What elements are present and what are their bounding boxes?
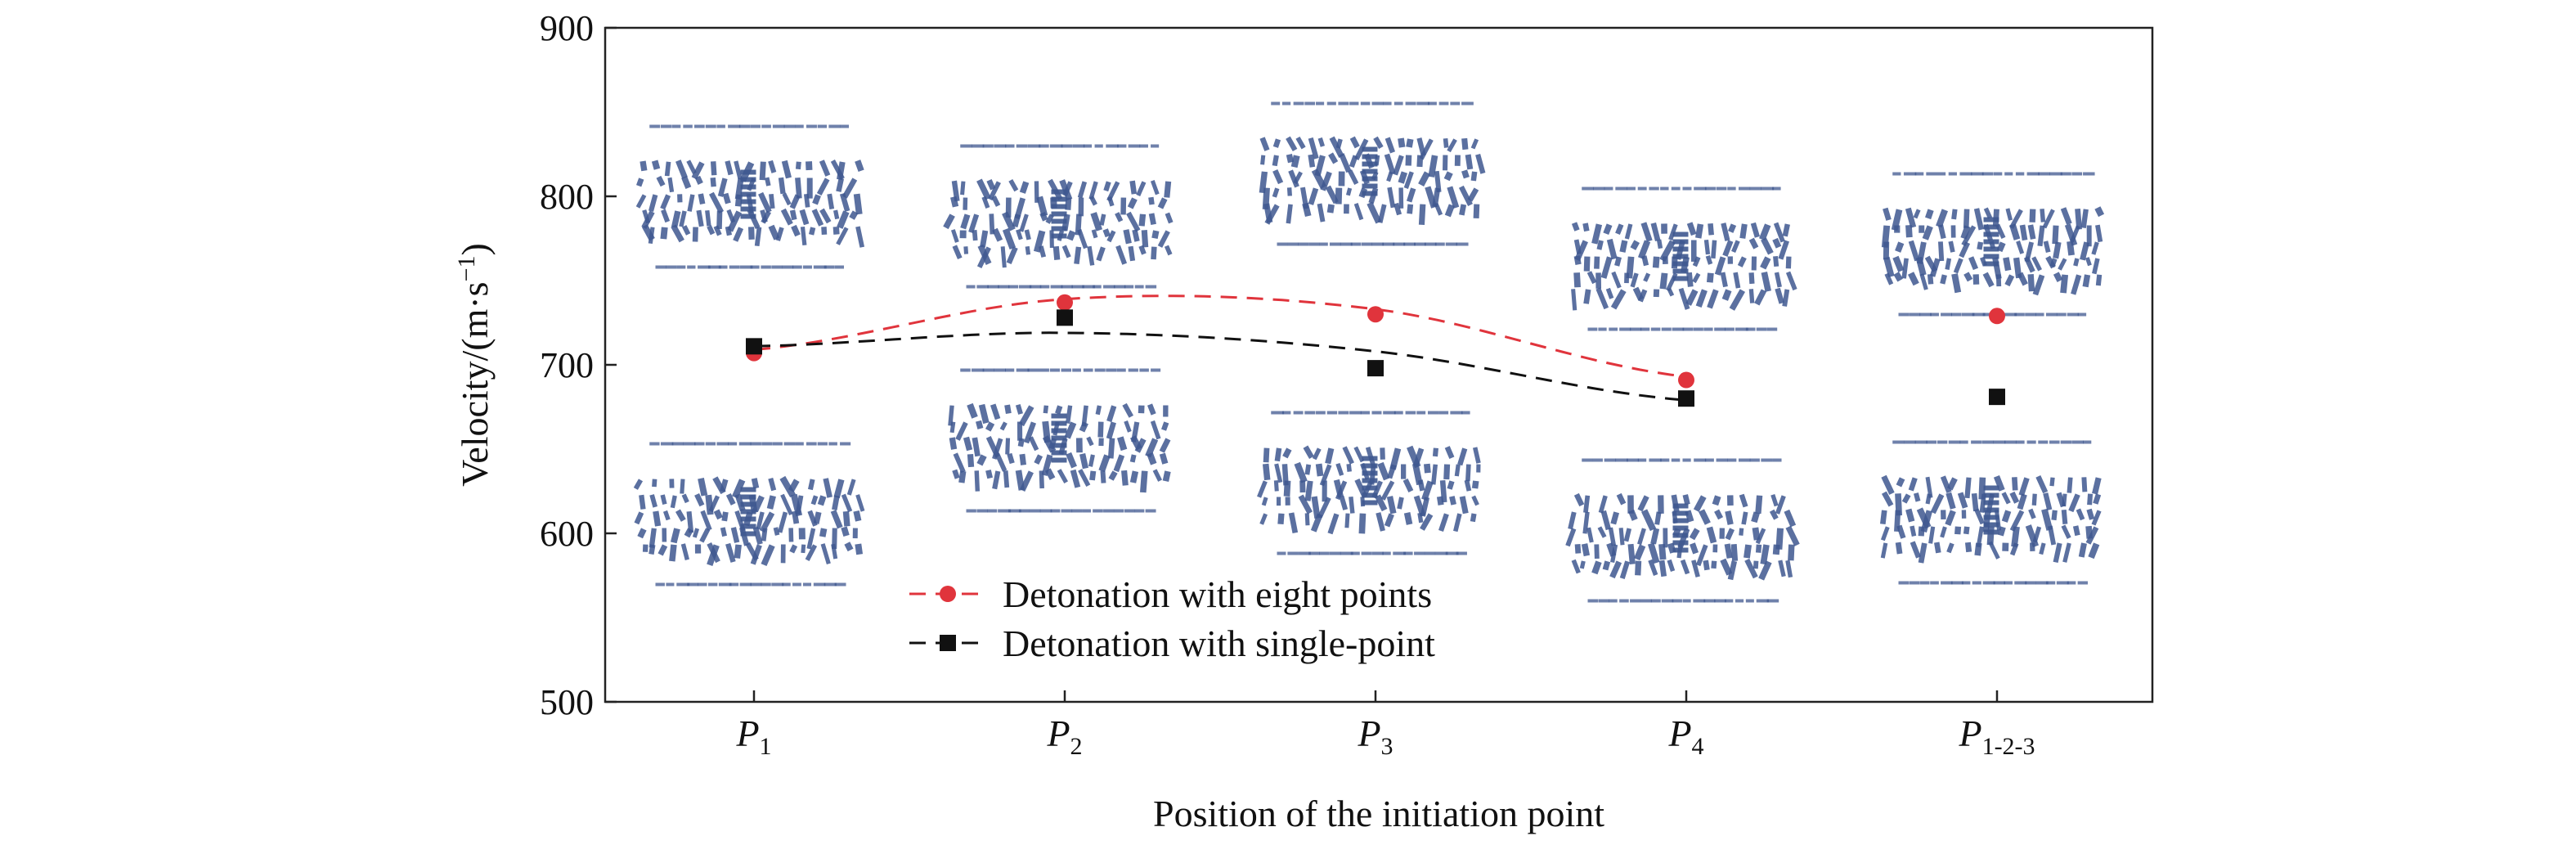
x-tick-label: P4 [1667,712,1703,760]
x-tick-label: P1 [735,712,771,760]
data-point-series-1 [1989,308,2005,325]
legend-item-eight-points: Detonation with eight points [909,573,1432,615]
legend-label-eight-points: Detonation with eight points [1003,573,1432,615]
fragment-cloud-p4-upper [1571,187,1797,331]
x-tick-label: P3 [1357,712,1393,760]
legend-marker-single-point [940,635,956,651]
y-tick-label: 600 [540,514,594,554]
y-axis-title-close: ) [454,243,496,255]
fragment-cloud-p2-upper [943,144,1174,289]
fit-lines [753,294,1687,402]
fragment-cloud-p1-lower [633,442,865,587]
legend-item-single-point: Detonation with single-point [909,623,1435,664]
data-point-series-2 [746,338,762,355]
y-axis-title-sup: −1 [453,256,480,282]
legend-label-single-point: Detonation with single-point [1003,623,1435,664]
data-point-series-1 [1678,371,1694,389]
y-tick-label: 900 [540,8,594,48]
data-point-series-1 [1057,294,1073,311]
fragment-cloud-p3-lower [1257,411,1481,555]
fragment-illustrations [633,101,2105,603]
y-tick-label: 500 [540,682,594,722]
y-axis-title-main: Velocity/(m·s [454,281,496,486]
fragment-cloud-p2-lower [948,368,1171,513]
fragment-cloud-p3-upper [1259,101,1486,246]
data-point-series-2 [1678,390,1694,407]
x-tick-label: P1-2-3 [1958,712,2035,760]
fragment-cloud-p4-lower [1565,458,1800,603]
x-axis-title: Position of the initiation point [1153,793,1604,834]
fragment-cloud-p1-upper [635,124,865,269]
data-points [746,294,2005,407]
x-axis: P1 P2 P3 P4 P1-2-3 [735,690,2035,760]
legend-marker-eight-points [940,586,956,602]
data-point-series-2 [1989,389,2005,406]
data-point-series-2 [1057,309,1073,326]
fragment-cloud-p123-lower [1880,440,2102,585]
data-point-series-2 [1367,360,1384,377]
legend: Detonation with eight points Detonation … [909,573,1435,664]
y-tick-label: 800 [540,177,594,217]
y-axis-title: Velocity/(m·s−1) [453,243,496,487]
fit-line-series-2 [753,331,1687,402]
y-tick-label: 700 [540,345,594,385]
y-axis: 500 600 700 800 900 [540,8,617,722]
x-tick-label: P2 [1046,712,1082,760]
fragment-cloud-p123-upper [1881,172,2105,317]
data-point-series-1 [1367,306,1384,323]
fit-line-series-1 [753,294,1687,378]
